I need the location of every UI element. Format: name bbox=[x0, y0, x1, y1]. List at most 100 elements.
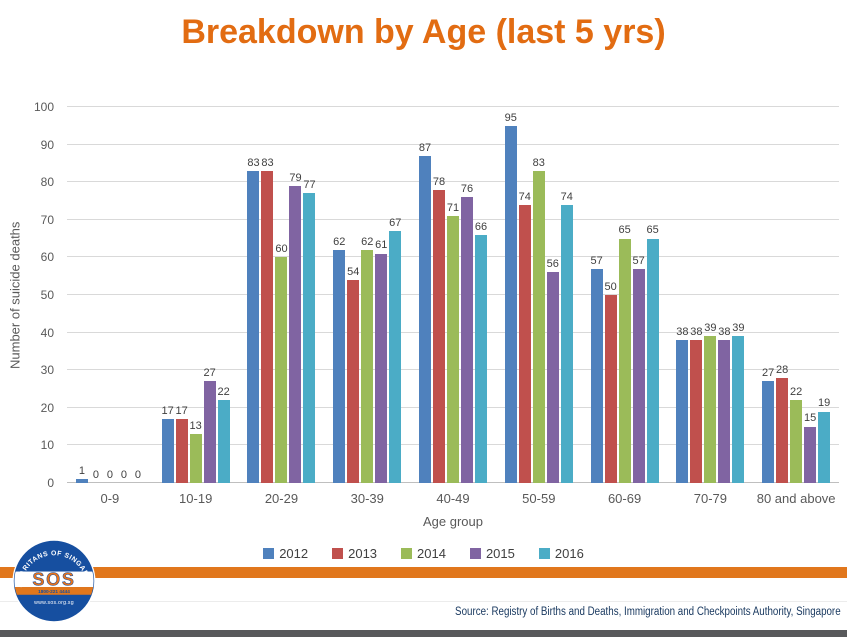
legend: 2012 2013 2014 2015 2016 bbox=[0, 546, 847, 561]
bar: 62 bbox=[333, 236, 345, 483]
bar-value-label: 83 bbox=[261, 156, 274, 169]
bar-value-label: 1 bbox=[78, 465, 85, 478]
bar-value-label: 74 bbox=[560, 190, 573, 203]
y-tick-label: 80 bbox=[40, 175, 54, 190]
bar-value-label: 38 bbox=[718, 325, 731, 338]
legend-swatch bbox=[332, 548, 344, 559]
legend-label: 2016 bbox=[554, 546, 584, 561]
bar: 38 bbox=[718, 326, 730, 483]
y-tick-label: 40 bbox=[40, 325, 54, 340]
logo-acronym: SOS bbox=[32, 570, 75, 590]
x-tick-label: 80 and above bbox=[756, 491, 836, 506]
y-tick-label: 50 bbox=[40, 288, 54, 302]
bar-value-label: 0 bbox=[106, 468, 113, 481]
bar: 83 bbox=[533, 157, 545, 483]
bar-group: 95 74 83 56 74 bbox=[496, 107, 582, 483]
legend-swatch bbox=[401, 548, 413, 559]
bar-value-label: 0 bbox=[92, 468, 99, 481]
x-tick-label: 60-69 bbox=[607, 491, 642, 506]
bar: 39 bbox=[704, 322, 716, 483]
bar-value-label: 78 bbox=[432, 175, 446, 188]
bar-value-label: 74 bbox=[518, 190, 531, 203]
bar: 65 bbox=[618, 224, 631, 483]
legend-item: 2015 bbox=[469, 546, 515, 561]
bar-value-label: 56 bbox=[546, 258, 559, 271]
bar-group: 17 17 13 27 22 bbox=[153, 107, 239, 483]
y-axis: 0 10 20 30 40 50 60 70 80 90 100 bbox=[20, 101, 58, 489]
bar-value-label: 22 bbox=[217, 386, 230, 399]
bar: 39 bbox=[732, 322, 744, 483]
gridline bbox=[67, 106, 839, 107]
x-tick-label: 10-19 bbox=[179, 491, 213, 506]
x-tick-label: 50-59 bbox=[522, 491, 556, 506]
bar: 22 bbox=[218, 386, 230, 483]
bar: 17 bbox=[176, 405, 188, 483]
bar-value-label: 65 bbox=[646, 224, 659, 237]
source-divider bbox=[0, 601, 847, 602]
bar: 83 bbox=[261, 157, 274, 483]
bar-value-label: 60 bbox=[275, 243, 288, 256]
bar: 54 bbox=[347, 266, 359, 483]
y-tick-label: 10 bbox=[40, 438, 54, 453]
source-credit: Source: Registry of Births and Deaths, I… bbox=[455, 606, 841, 618]
y-tick-label: 90 bbox=[40, 137, 54, 152]
sos-logo: SAMARITANS OF SINGAPORE SOS 1800-221 444… bbox=[11, 538, 96, 623]
bar: 27 bbox=[762, 367, 774, 483]
bar-value-label: 71 bbox=[446, 201, 460, 214]
x-tick-label: 30-39 bbox=[350, 491, 384, 506]
bar-value-label: 0 bbox=[134, 468, 141, 481]
footer-orange-band bbox=[0, 567, 847, 578]
bar-value-label: 61 bbox=[375, 239, 388, 252]
bar-value-label: 76 bbox=[460, 183, 474, 196]
bar-value-label: 54 bbox=[347, 265, 360, 278]
bar: 28 bbox=[776, 364, 788, 483]
bar: 95 bbox=[505, 112, 517, 483]
x-axis-title: Age group bbox=[423, 514, 483, 529]
x-tick-label: 70-79 bbox=[693, 491, 727, 506]
legend-item: 2012 bbox=[263, 546, 308, 561]
bar: 56 bbox=[547, 258, 559, 483]
bar-value-label: 83 bbox=[532, 156, 545, 169]
bar-value-label: 87 bbox=[418, 141, 432, 154]
bar: 50 bbox=[604, 281, 617, 483]
bar-value-label: 0 bbox=[120, 468, 127, 481]
logo-orange-band bbox=[14, 587, 94, 595]
bar-value-label: 39 bbox=[704, 322, 717, 335]
legend-swatch bbox=[263, 548, 275, 559]
bar: 67 bbox=[389, 217, 401, 483]
bar-value-label: 95 bbox=[504, 111, 517, 124]
bar-group: 57 50 65 57 65 bbox=[582, 107, 668, 483]
bar-value-label: 62 bbox=[361, 235, 374, 248]
bar-value-label: 77 bbox=[303, 179, 316, 192]
legend-label: 2015 bbox=[485, 546, 515, 561]
bar-value-label: 17 bbox=[175, 404, 188, 417]
bar: 22 bbox=[790, 386, 802, 483]
legend-label: 2013 bbox=[348, 546, 378, 561]
legend-item: 2016 bbox=[538, 546, 584, 561]
bar-value-label: 17 bbox=[161, 404, 174, 417]
bar-group: 87 78 71 76 66 bbox=[410, 107, 496, 483]
bar-value-label: 38 bbox=[690, 325, 703, 338]
bar-value-label: 38 bbox=[676, 325, 689, 338]
legend-swatch bbox=[538, 548, 550, 559]
y-tick-label: 60 bbox=[40, 250, 54, 265]
bar: 38 bbox=[690, 326, 702, 483]
bar: 79 bbox=[289, 172, 302, 483]
plot-area: 1 0 0 0 0 17 17 13 27 22 83 83 60 79 77 62 54 62 61 67 87 78 7… bbox=[67, 106, 839, 483]
legend-label: 2012 bbox=[279, 546, 309, 561]
y-tick-label: 70 bbox=[40, 212, 54, 227]
bar-value-label: 83 bbox=[247, 156, 260, 169]
bottom-gray-bar bbox=[0, 630, 847, 637]
bar-group: 83 83 60 79 77 bbox=[239, 107, 325, 483]
bar-value-label: 62 bbox=[333, 235, 346, 248]
x-axis: 0-9 10-19 20-29 30-39 40-49 50-59 60-69 70-79 80… bbox=[67, 491, 839, 506]
gridline bbox=[67, 143, 839, 145]
bar: 74 bbox=[561, 191, 573, 483]
y-tick-label: 30 bbox=[40, 363, 54, 378]
bar-value-label: 39 bbox=[732, 322, 745, 335]
logo-phone: 1800-221 4444 bbox=[38, 589, 70, 595]
logo-website: www.sos.org.sg bbox=[34, 600, 74, 606]
bar-value-label: 22 bbox=[790, 386, 803, 399]
